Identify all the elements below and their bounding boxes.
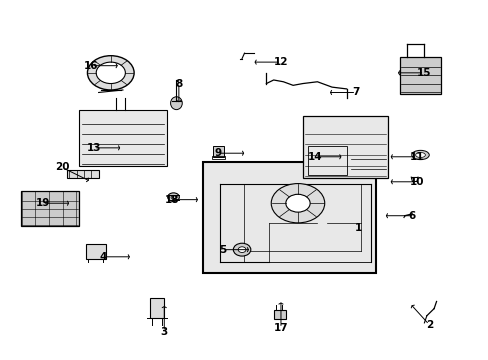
Circle shape (285, 194, 309, 212)
Circle shape (233, 243, 250, 256)
Circle shape (271, 184, 324, 223)
Bar (86, 244, 106, 258)
Ellipse shape (415, 153, 425, 157)
Bar (212, 146, 223, 157)
Text: 6: 6 (408, 211, 415, 221)
Text: 8: 8 (175, 78, 182, 89)
Circle shape (238, 247, 245, 252)
Text: 12: 12 (273, 57, 287, 67)
Bar (399, 57, 441, 94)
Text: 3: 3 (161, 327, 167, 337)
Bar (211, 156, 224, 158)
Text: 4: 4 (100, 252, 107, 262)
Text: 13: 13 (86, 143, 101, 153)
Text: 9: 9 (214, 148, 221, 158)
Bar (307, 146, 346, 175)
Text: 7: 7 (352, 87, 359, 98)
Text: 2: 2 (425, 320, 432, 330)
Text: 17: 17 (273, 323, 288, 333)
Circle shape (167, 193, 179, 202)
Bar (203, 162, 375, 273)
Text: 18: 18 (164, 195, 179, 204)
Text: 16: 16 (84, 61, 99, 71)
Bar (149, 298, 164, 318)
Text: 15: 15 (416, 68, 431, 78)
Ellipse shape (170, 97, 182, 110)
Circle shape (87, 56, 134, 90)
Bar (21, 191, 79, 226)
Text: 5: 5 (219, 245, 226, 255)
Text: 20: 20 (55, 162, 69, 172)
Text: 11: 11 (409, 152, 424, 162)
Circle shape (96, 62, 125, 84)
Circle shape (171, 195, 176, 199)
Bar (302, 116, 387, 178)
Text: 14: 14 (307, 152, 322, 162)
Bar (67, 170, 99, 178)
Text: 19: 19 (36, 198, 50, 208)
Text: 10: 10 (409, 177, 424, 187)
Text: 1: 1 (354, 223, 362, 233)
Ellipse shape (411, 150, 428, 159)
Bar (79, 111, 166, 166)
Bar (273, 310, 285, 319)
